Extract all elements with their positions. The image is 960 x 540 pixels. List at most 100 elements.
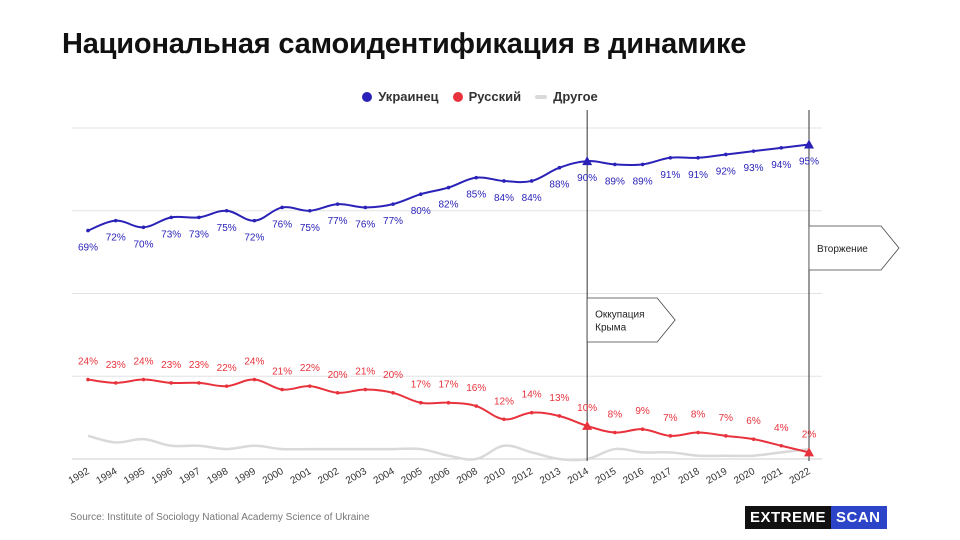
data-label-rus: 10% — [577, 403, 597, 414]
data-point-rus — [474, 404, 479, 408]
data-label-rus: 4% — [774, 423, 789, 434]
x-tick-label: 2000 — [261, 466, 286, 487]
legend-item-ukr[interactable]: Украинец — [362, 89, 439, 104]
data-label-ukr: 89% — [633, 176, 653, 187]
data-label-rus: 17% — [438, 380, 458, 391]
data-label-ukr: 92% — [716, 166, 736, 177]
data-label-rus: 24% — [133, 357, 153, 368]
data-label-rus: 20% — [328, 370, 348, 381]
x-tick-label: 2014 — [566, 466, 591, 487]
brand-part-1: EXTREME — [745, 506, 832, 529]
data-label-ukr: 95% — [799, 157, 819, 168]
x-tick-label: 2022 — [788, 466, 813, 487]
legend-label-ukr: Украинец — [378, 89, 439, 104]
legend-item-rus[interactable]: Русский — [452, 89, 522, 104]
data-point-rus — [224, 384, 229, 388]
x-tick-label: 2004 — [372, 466, 397, 487]
data-label-rus: 21% — [272, 366, 292, 377]
data-label-ukr: 89% — [605, 176, 625, 187]
data-label-rus: 22% — [300, 363, 320, 374]
annotation-text-2014: Оккупация — [595, 310, 644, 321]
data-point-ukr — [252, 218, 257, 223]
data-label-rus: 23% — [189, 360, 209, 371]
x-tick-label: 2019 — [705, 466, 730, 487]
x-tick-label: 1998 — [205, 466, 230, 487]
data-label-rus: 21% — [355, 366, 375, 377]
brand-part-2: SCAN — [831, 506, 887, 529]
data-label-ukr: 84% — [494, 193, 514, 204]
data-label-rus: 22% — [217, 363, 237, 374]
annotation-box-2014 — [586, 297, 676, 343]
data-label-ukr: 90% — [577, 173, 597, 184]
source-note: Source: Institute of Sociology National … — [70, 512, 370, 523]
data-point-rus — [363, 387, 368, 392]
x-tick-label: 2013 — [538, 466, 563, 487]
x-tick-label: 2021 — [760, 466, 785, 487]
legend-item-other[interactable]: Другое — [535, 89, 598, 104]
data-point-ukr — [86, 228, 90, 233]
data-label-ukr: 73% — [161, 229, 181, 240]
data-point-rus — [751, 437, 756, 441]
data-label-ukr: 84% — [522, 193, 542, 204]
data-point-rus — [113, 381, 118, 385]
data-label-ukr: 76% — [272, 219, 292, 230]
x-tick-label: 2010 — [483, 466, 508, 487]
data-label-ukr: 85% — [466, 190, 486, 201]
x-tick-label: 2001 — [289, 466, 314, 487]
data-label-ukr: 75% — [217, 223, 237, 234]
data-label-rus: 23% — [161, 360, 181, 371]
legend: Украинец Русский Другое — [0, 89, 960, 104]
data-label-rus: 23% — [106, 360, 126, 371]
x-tick-label: 2015 — [594, 466, 619, 487]
data-label-ukr: 75% — [300, 223, 320, 234]
x-tick-label: 1997 — [178, 466, 203, 487]
data-point-ukr — [502, 179, 506, 183]
data-point-rus — [197, 381, 201, 385]
data-label-ukr: 93% — [744, 163, 764, 174]
data-point-rus — [668, 434, 673, 438]
data-label-ukr: 91% — [660, 170, 680, 181]
data-point-rus — [557, 414, 562, 418]
x-tick-label: 1992 — [67, 466, 92, 487]
data-point-rus — [640, 427, 645, 432]
data-point-ukr — [224, 208, 229, 213]
data-label-ukr: 69% — [78, 243, 98, 254]
data-point-rus — [582, 420, 593, 430]
data-label-rus: 7% — [663, 413, 678, 424]
x-tick-label: 1994 — [94, 466, 119, 487]
legend-marker-ukr — [362, 91, 373, 102]
x-tick-label: 2017 — [649, 466, 674, 487]
data-label-rus: 6% — [746, 416, 761, 427]
data-point-rus — [86, 377, 90, 382]
data-point-rus — [169, 381, 173, 385]
data-label-rus: 17% — [411, 380, 431, 391]
data-point-rus — [613, 430, 617, 435]
data-label-rus: 24% — [244, 357, 264, 368]
data-label-ukr: 88% — [549, 180, 569, 191]
data-point-ukr — [391, 202, 395, 206]
data-label-ukr: 72% — [106, 233, 126, 244]
data-point-ukr — [474, 175, 479, 180]
data-point-rus — [779, 443, 784, 448]
x-tick-label: 2006 — [427, 466, 452, 487]
data-point-rus — [446, 400, 451, 405]
data-label-rus: 9% — [635, 406, 650, 417]
data-point-ukr — [724, 152, 728, 157]
data-point-ukr — [696, 155, 700, 160]
data-point-ukr — [557, 165, 562, 170]
data-label-rus: 14% — [522, 390, 542, 401]
data-point-ukr — [280, 205, 284, 210]
legend-label-rus: Русский — [468, 89, 522, 104]
data-point-ukr — [169, 215, 173, 220]
data-label-ukr: 77% — [383, 216, 403, 227]
annotation-text-2022: Вторжение — [817, 244, 868, 255]
data-point-rus — [391, 391, 395, 395]
legend-marker-rus — [452, 91, 463, 102]
x-tick-label: 1999 — [233, 466, 258, 487]
data-label-rus: 24% — [78, 357, 98, 368]
data-label-rus: 16% — [466, 383, 486, 394]
data-label-rus: 20% — [383, 370, 403, 381]
data-point-rus — [502, 417, 506, 422]
data-point-ukr — [197, 215, 201, 220]
data-label-ukr: 72% — [244, 233, 264, 244]
